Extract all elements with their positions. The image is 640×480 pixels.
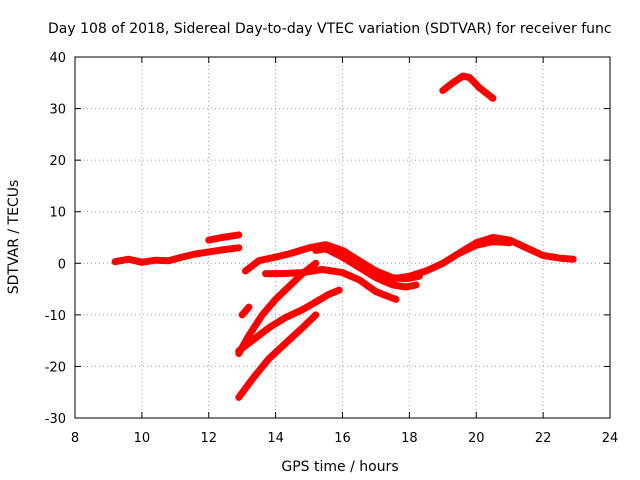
- y-tick-label: -10: [45, 309, 66, 324]
- series-line-arc-10: [235, 311, 320, 401]
- x-tick-label: 20: [468, 431, 485, 446]
- series-line-arc-4: [312, 245, 420, 291]
- x-tick-label: 10: [134, 431, 151, 446]
- y-tick-label: 30: [49, 103, 66, 118]
- chart-title: Day 108 of 2018, Sidereal Day-to-day VTE…: [48, 21, 612, 37]
- x-tick-label: 18: [401, 431, 418, 446]
- x-tick-label: 16: [334, 431, 351, 446]
- series-line-arc-12: [439, 72, 497, 102]
- series-line-arc-1: [111, 244, 243, 266]
- series-line-arc-7: [456, 238, 514, 257]
- grid: [75, 57, 610, 418]
- y-axis-label: SDTVAR / TECUs: [6, 180, 22, 295]
- series-line-arc-8: [235, 259, 320, 357]
- series-line-arc-5: [262, 266, 400, 303]
- series-line-arc-2: [205, 231, 243, 244]
- y-tick-label: 0: [58, 257, 66, 272]
- series-line-arc-9: [235, 286, 343, 355]
- x-tick-label: 12: [200, 431, 217, 446]
- y-tick-label: 20: [49, 154, 66, 169]
- y-tick-label: -20: [45, 360, 66, 375]
- x-axis-label: GPS time / hours: [281, 459, 398, 475]
- y-tick-label: 10: [49, 206, 66, 221]
- x-tick-label: 14: [267, 431, 284, 446]
- x-tick-label: 8: [71, 431, 79, 446]
- series-line-arc-11: [238, 303, 253, 319]
- x-tick-label: 24: [602, 431, 619, 446]
- x-tick-label: 22: [535, 431, 552, 446]
- y-tick-label: 40: [49, 51, 66, 66]
- y-tick-label: -30: [45, 412, 66, 427]
- ticks: 8 10 12 14 16 18 20 22 24 -30 -20 -10 0 10 20 30 40: [45, 51, 619, 446]
- series-layer: [111, 72, 577, 401]
